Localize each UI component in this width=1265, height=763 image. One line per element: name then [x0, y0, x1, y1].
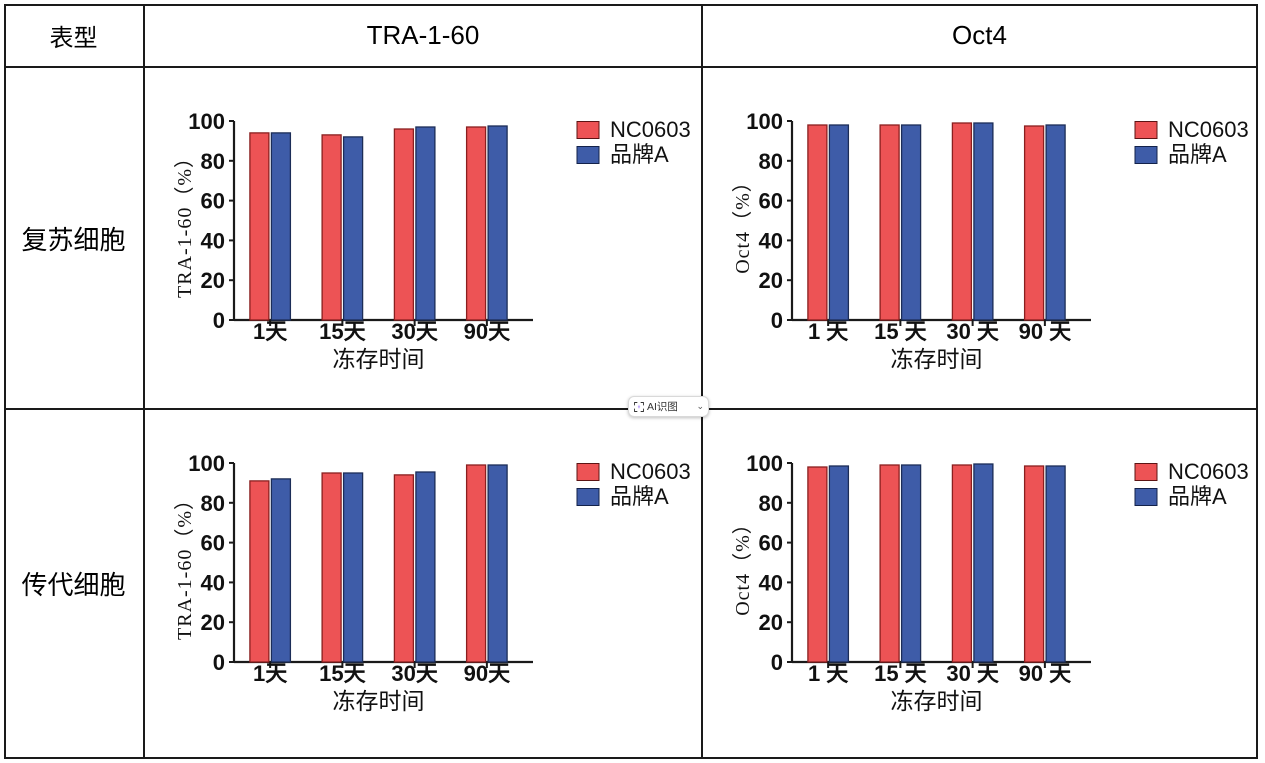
svg-text:NC0603: NC0603 [610, 117, 691, 142]
svg-text:60: 60 [201, 189, 225, 214]
svg-text:品牌A: 品牌A [610, 142, 669, 167]
svg-text:TRA-1-60（%）: TRA-1-60（%） [173, 489, 196, 640]
svg-text:90天: 90天 [464, 661, 511, 686]
svg-text:品牌A: 品牌A [1168, 484, 1227, 509]
svg-text:品牌A: 品牌A [610, 484, 669, 509]
svg-text:90 天: 90 天 [1019, 661, 1073, 686]
svg-text:30天: 30天 [391, 661, 438, 686]
svg-text:90天: 90天 [464, 319, 511, 344]
svg-text:30天: 30天 [391, 319, 438, 344]
svg-text:20: 20 [759, 268, 783, 293]
svg-text:90 天: 90 天 [1019, 319, 1073, 344]
svg-text:0: 0 [213, 308, 225, 333]
svg-text:40: 40 [759, 570, 783, 595]
svg-text:100: 100 [746, 451, 783, 476]
svg-text:100: 100 [746, 109, 783, 134]
svg-text:80: 80 [759, 149, 783, 174]
svg-text:20: 20 [759, 610, 783, 635]
svg-text:15 天: 15 天 [874, 319, 928, 344]
svg-text:60: 60 [759, 189, 783, 214]
svg-text:1 天: 1 天 [808, 661, 849, 686]
svg-text:40: 40 [201, 228, 225, 253]
svg-text:30 天: 30 天 [946, 319, 1000, 344]
svg-text:40: 40 [201, 570, 225, 595]
svg-text:0: 0 [771, 650, 783, 675]
svg-text:冻存时间: 冻存时间 [891, 346, 983, 372]
svg-text:Oct4（%）: Oct4（%） [731, 513, 754, 616]
svg-text:冻存时间: 冻存时间 [333, 346, 425, 372]
svg-text:80: 80 [201, 149, 225, 174]
svg-text:TRA-1-60（%）: TRA-1-60（%） [173, 147, 196, 298]
svg-text:15天: 15天 [319, 319, 366, 344]
svg-text:NC0603: NC0603 [610, 459, 691, 484]
svg-text:冻存时间: 冻存时间 [891, 688, 983, 714]
svg-text:60: 60 [201, 531, 225, 556]
svg-text:40: 40 [759, 228, 783, 253]
svg-text:0: 0 [771, 308, 783, 333]
svg-text:NC0603: NC0603 [1168, 459, 1249, 484]
svg-text:15 天: 15 天 [874, 661, 928, 686]
svg-text:80: 80 [201, 491, 225, 516]
svg-text:30 天: 30 天 [946, 661, 1000, 686]
svg-text:20: 20 [201, 268, 225, 293]
svg-text:1天: 1天 [253, 661, 288, 686]
svg-text:品牌A: 品牌A [1168, 142, 1227, 167]
svg-text:冻存时间: 冻存时间 [333, 688, 425, 714]
svg-text:NC0603: NC0603 [1168, 117, 1249, 142]
svg-text:100: 100 [188, 109, 225, 134]
svg-text:1 天: 1 天 [808, 319, 849, 344]
svg-text:100: 100 [188, 451, 225, 476]
svg-text:20: 20 [201, 610, 225, 635]
svg-text:Oct4（%）: Oct4（%） [731, 171, 754, 274]
svg-text:1天: 1天 [253, 319, 288, 344]
svg-text:80: 80 [759, 491, 783, 516]
svg-text:60: 60 [759, 531, 783, 556]
svg-text:0: 0 [213, 650, 225, 675]
svg-text:15天: 15天 [319, 661, 366, 686]
